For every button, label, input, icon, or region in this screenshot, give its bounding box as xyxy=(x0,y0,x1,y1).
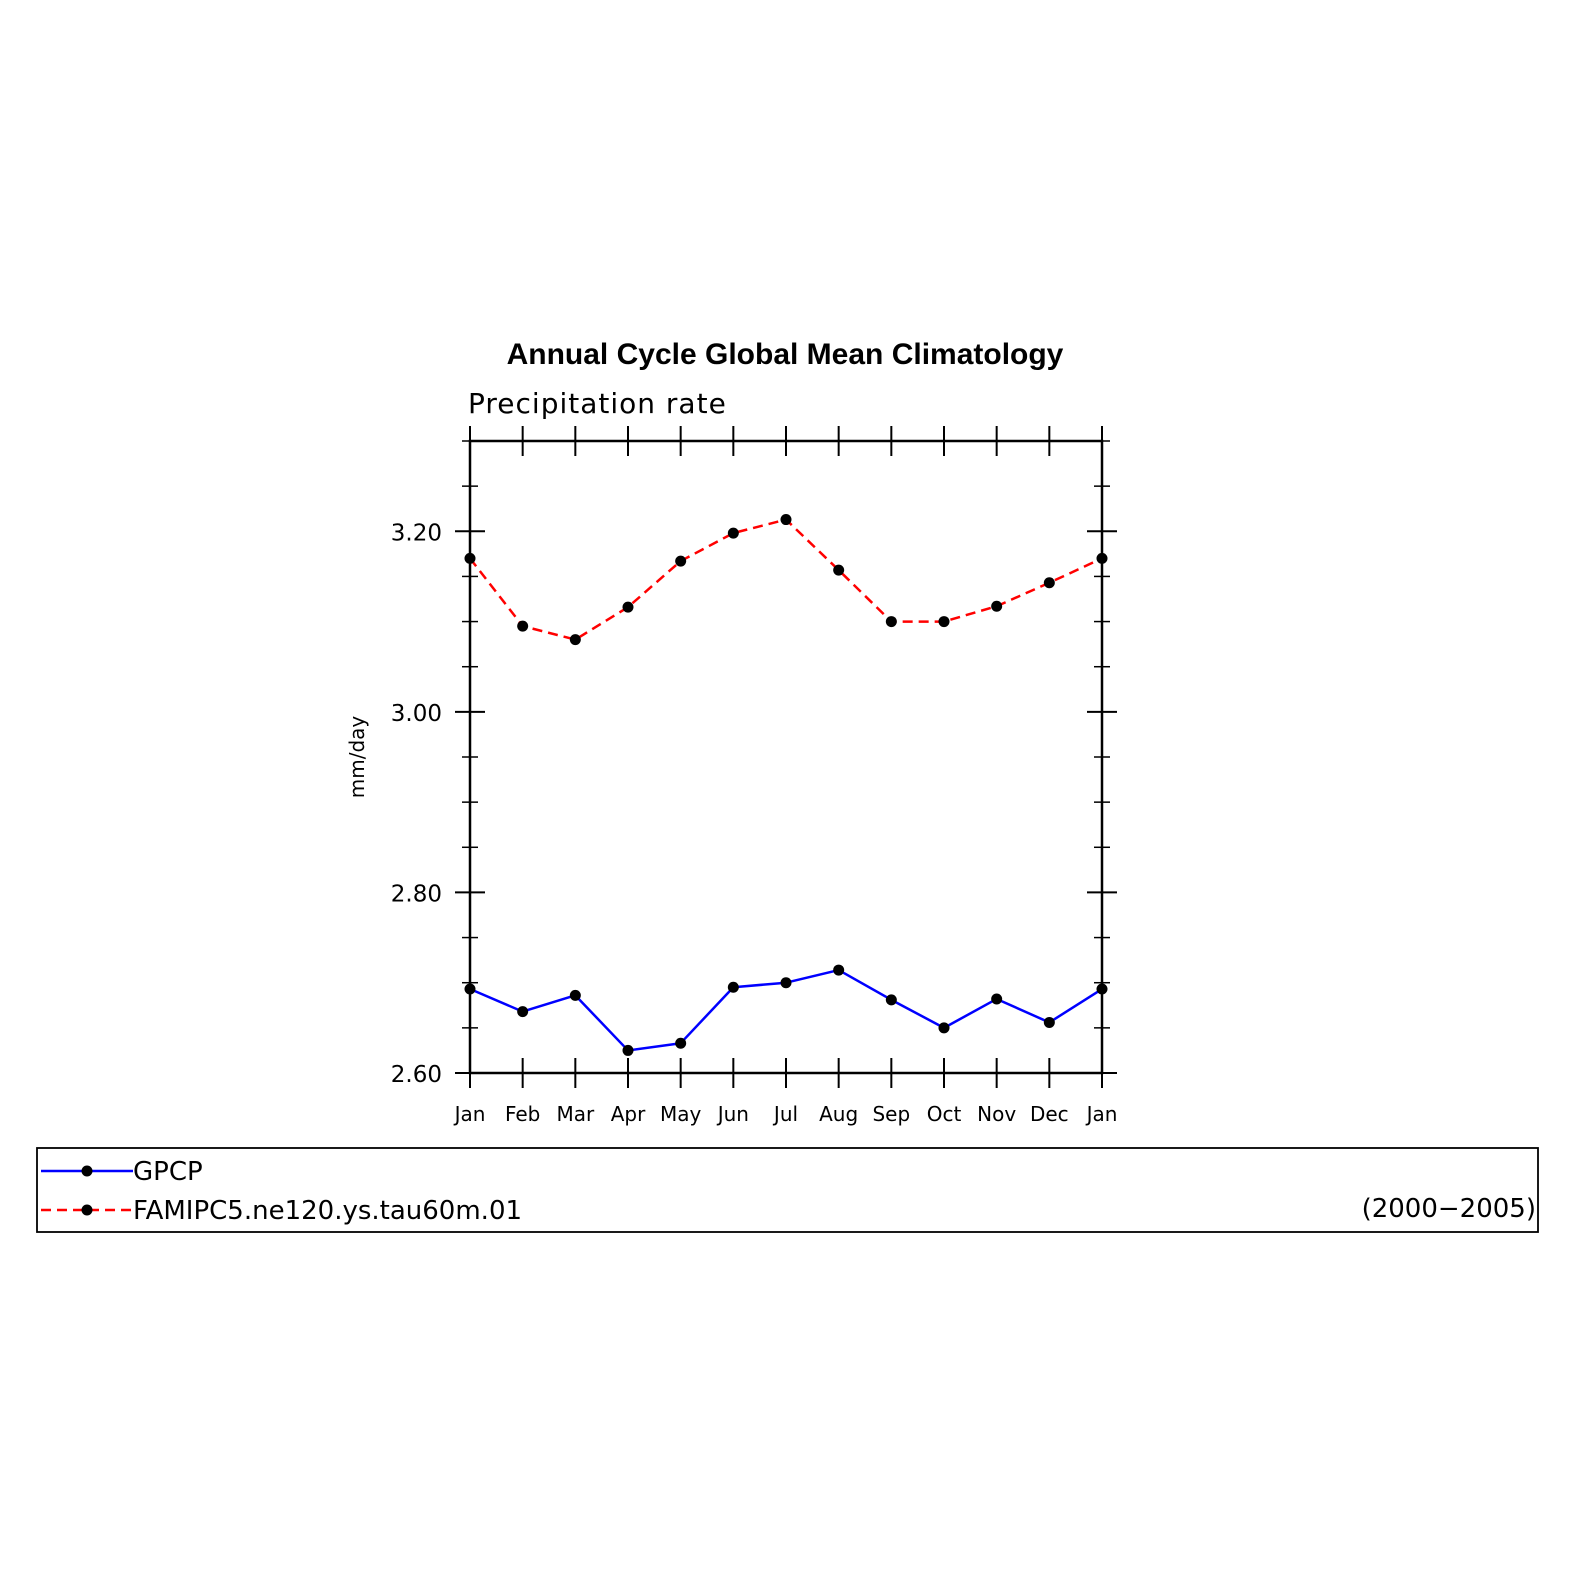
data-point xyxy=(1043,1016,1055,1028)
y-tick-label: 2.60 xyxy=(391,1062,442,1088)
data-point xyxy=(622,601,634,613)
data-point xyxy=(569,634,581,646)
data-point xyxy=(517,1006,529,1018)
legend-date-range: (2000−2005) xyxy=(1362,1194,1536,1224)
y-tick-label: 3.20 xyxy=(391,520,442,546)
legend-marker xyxy=(81,1204,93,1216)
data-point xyxy=(1096,983,1108,995)
data-point xyxy=(1096,552,1108,564)
data-point xyxy=(938,1022,950,1034)
x-tick-label: May xyxy=(660,1102,702,1126)
y-tick-label: 3.00 xyxy=(391,701,442,727)
data-point xyxy=(833,964,845,976)
x-tick-label: Jan xyxy=(1085,1102,1118,1126)
x-tick-label: Apr xyxy=(611,1102,646,1126)
data-point xyxy=(991,993,1003,1005)
x-tick-label: Jun xyxy=(716,1102,749,1126)
legend-marker xyxy=(81,1165,93,1177)
chart-title: Annual Cycle Global Mean Climatology xyxy=(507,338,1064,371)
legend-label: FAMIPC5.ne120.ys.tau60m.01 xyxy=(133,1196,522,1226)
x-tick-label: Feb xyxy=(505,1102,540,1126)
x-tick-label: Jul xyxy=(772,1102,798,1126)
data-point xyxy=(780,977,792,989)
x-tick-label: Dec xyxy=(1030,1102,1069,1126)
y-axis-label: mm/day xyxy=(345,716,369,799)
data-point xyxy=(569,989,581,1001)
data-point xyxy=(464,983,476,995)
data-point xyxy=(885,616,897,628)
data-point xyxy=(464,552,476,564)
data-point xyxy=(885,994,897,1006)
data-point xyxy=(727,981,739,993)
y-tick-label: 2.80 xyxy=(391,881,442,907)
series-layer xyxy=(464,514,1108,1056)
x-tick-label: Sep xyxy=(872,1102,910,1126)
x-tick-label: Jan xyxy=(453,1102,486,1126)
data-point xyxy=(675,1037,687,1049)
legend-box xyxy=(36,1147,1539,1233)
chart-subtitle: Precipitation rate xyxy=(468,387,727,420)
axes-ticks: Jan Feb Mar Apr May Jun Jul Aug Sep Oct Nov Dec Jan 2… xyxy=(391,426,1118,1126)
data-point xyxy=(517,620,529,632)
data-point xyxy=(991,600,1003,612)
data-point xyxy=(833,564,845,576)
x-tick-label: Aug xyxy=(819,1102,858,1126)
data-point xyxy=(938,616,950,628)
x-tick-label: Nov xyxy=(977,1102,1016,1126)
series-line-1 xyxy=(469,518,1103,641)
data-point xyxy=(727,527,739,539)
data-point xyxy=(1043,577,1055,589)
data-point xyxy=(780,514,792,526)
legend: GPCP FAMIPC5.ne120.ys.tau60m.01 xyxy=(41,1157,522,1226)
data-point xyxy=(622,1044,634,1056)
data-point xyxy=(675,555,687,567)
legend-label: GPCP xyxy=(133,1157,203,1187)
x-tick-label: Mar xyxy=(556,1102,595,1126)
x-tick-label: Oct xyxy=(927,1102,962,1126)
